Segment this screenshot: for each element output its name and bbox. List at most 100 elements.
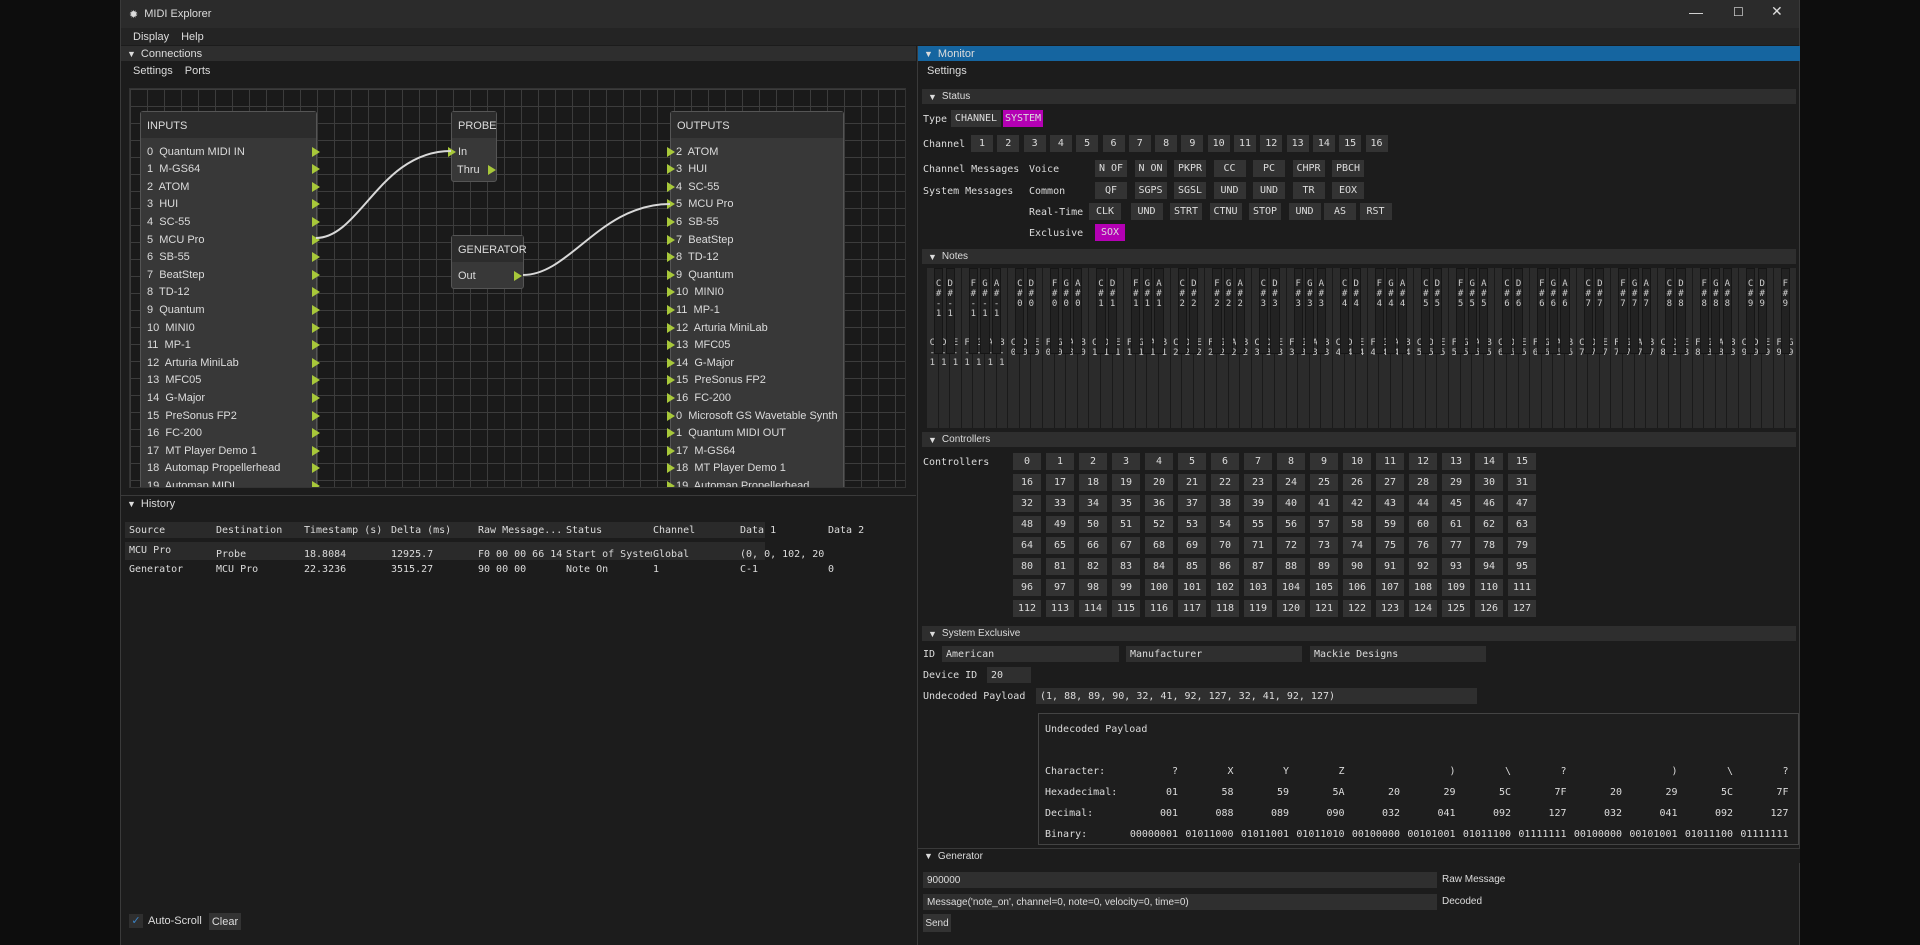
auto-scroll-checkbox[interactable]: ✓ [129,914,143,928]
column-header[interactable]: Raw Message... [478,525,563,536]
output-pin-icon[interactable] [312,234,320,245]
piano-key-G#2[interactable]: G # 2 [1223,268,1234,354]
column-header[interactable]: Destination [216,525,283,536]
piano-key-D#7[interactable]: D # 7 [1595,268,1605,354]
input-pin-icon[interactable] [667,410,675,421]
piano-key-E8[interactable]: E 8 [1681,268,1693,428]
controller-88-button[interactable]: 88 [1277,558,1305,575]
piano-key-E1[interactable]: E 1 [1112,268,1125,428]
controller-61-button[interactable]: 61 [1442,516,1470,533]
controller-64-button[interactable]: 64 [1013,537,1041,554]
channel-12-button[interactable]: 12 [1260,135,1283,152]
exclusive-sox-button[interactable]: SOX [1095,224,1125,241]
controller-40-button[interactable]: 40 [1277,495,1305,512]
piano-key-E0[interactable]: E 0 [1031,268,1043,428]
piano-key-E9[interactable]: E 9 [1762,268,1774,428]
piano-key-C#4[interactable]: C # 4 [1339,268,1350,354]
controller-96-button[interactable]: 96 [1013,579,1041,596]
piano-key-B8[interactable]: B 8 [1727,268,1739,428]
piano-key-A#-1[interactable]: A # - 1 [991,268,1002,354]
controller-48-button[interactable]: 48 [1013,516,1041,533]
controller-12-button[interactable]: 12 [1409,453,1437,470]
controller-89-button[interactable]: 89 [1310,558,1338,575]
monitor-header[interactable]: ▼ Monitor [918,46,1800,61]
piano-key-C#0[interactable]: C # 0 [1015,268,1025,354]
controller-16-button[interactable]: 16 [1013,474,1041,491]
controller-121-button[interactable]: 121 [1310,600,1338,617]
controller-114-button[interactable]: 114 [1079,600,1107,617]
output-pin-icon[interactable] [312,304,320,315]
manufacturer-field[interactable] [1310,646,1486,662]
output-pin-icon[interactable] [312,445,320,456]
voice-cc-button[interactable]: CC [1213,160,1246,177]
table-cell[interactable]: 3515.27 [391,564,434,575]
controller-17-button[interactable]: 17 [1046,474,1074,491]
table-cell[interactable]: MCU Pro [216,564,259,575]
history-header[interactable]: ▼ History [121,496,916,511]
controller-85-button[interactable]: 85 [1178,558,1206,575]
controller-44-button[interactable]: 44 [1409,495,1437,512]
controller-73-button[interactable]: 73 [1310,537,1338,554]
controller-110-button[interactable]: 110 [1475,579,1503,596]
channel-13-button[interactable]: 13 [1286,135,1309,152]
output-pin-icon[interactable] [312,410,320,421]
piano-key-A#4[interactable]: A # 4 [1397,268,1408,354]
controllers-header[interactable]: ▼ Controllers [922,432,1796,447]
table-cell[interactable]: Global [653,549,690,560]
channel-10-button[interactable]: 10 [1207,135,1230,152]
probe-in-pin[interactable] [448,146,456,157]
piano-key-A#5[interactable]: A # 5 [1479,268,1489,354]
piano-key-D#3[interactable]: D # 3 [1270,268,1280,354]
piano-key-G#7[interactable]: G # 7 [1629,268,1640,354]
piano-key-A#2[interactable]: A # 2 [1235,268,1245,354]
output-pin-icon[interactable] [312,375,320,386]
controller-37-button[interactable]: 37 [1178,495,1206,512]
controller-80-button[interactable]: 80 [1013,558,1041,575]
channel-8-button[interactable]: 8 [1155,135,1178,152]
piano-key-D#1[interactable]: D # 1 [1107,268,1118,354]
output-pin-icon[interactable] [312,164,320,175]
channel-15-button[interactable]: 15 [1339,135,1362,152]
output-pin-icon[interactable] [312,146,320,157]
controller-101-button[interactable]: 101 [1178,579,1206,596]
controller-70-button[interactable]: 70 [1211,537,1239,554]
controller-115-button[interactable]: 115 [1112,600,1140,617]
output-pin-icon[interactable] [312,340,320,351]
common-tr-button[interactable]: TR [1292,182,1325,199]
table-cell[interactable]: 12925.7 [391,549,434,560]
controller-55-button[interactable]: 55 [1244,516,1272,533]
generator-node[interactable]: GENERATOR Out [451,235,527,289]
piano-key-C#2[interactable]: C # 2 [1177,268,1187,354]
output-pin-icon[interactable] [312,357,320,368]
controller-21-button[interactable]: 21 [1178,474,1206,491]
wire-mcu-pro-to-probe[interactable] [315,150,452,239]
channel-1-button[interactable]: 1 [971,135,993,152]
controller-54-button[interactable]: 54 [1211,516,1239,533]
controller-62-button[interactable]: 62 [1475,516,1503,533]
input-pin-icon[interactable] [667,480,675,487]
controller-34-button[interactable]: 34 [1079,495,1107,512]
output-pin-icon[interactable] [312,480,320,487]
menu-display[interactable]: Display [133,30,170,43]
close-button[interactable]: ✕ [1771,3,1783,19]
controller-28-button[interactable]: 28 [1409,474,1437,491]
piano-key-D#4[interactable]: D # 4 [1351,268,1361,354]
piano-key-F#9[interactable]: F # 9 [1780,268,1791,354]
controller-10-button[interactable]: 10 [1343,453,1371,470]
controller-68-button[interactable]: 68 [1145,537,1173,554]
realtime-clk-button[interactable]: CLK [1089,203,1121,220]
output-pin-icon[interactable] [312,216,320,227]
output-pin-icon[interactable] [312,269,320,280]
channel-14-button[interactable]: 14 [1312,135,1335,152]
controller-79-button[interactable]: 79 [1508,537,1536,554]
generator-header[interactable]: ▼ Generator [918,848,1800,863]
controller-112-button[interactable]: 112 [1013,600,1041,617]
controller-63-button[interactable]: 63 [1508,516,1536,533]
piano-key-C#5[interactable]: C # 5 [1421,268,1431,354]
controller-35-button[interactable]: 35 [1112,495,1140,512]
column-header[interactable]: Delta (ms) [391,525,452,536]
probe-thru-pin[interactable] [487,164,496,175]
piano-key-G#4[interactable]: G # 4 [1386,268,1396,354]
controller-90-button[interactable]: 90 [1343,558,1371,575]
piano-key-B2[interactable]: B 2 [1240,268,1252,428]
